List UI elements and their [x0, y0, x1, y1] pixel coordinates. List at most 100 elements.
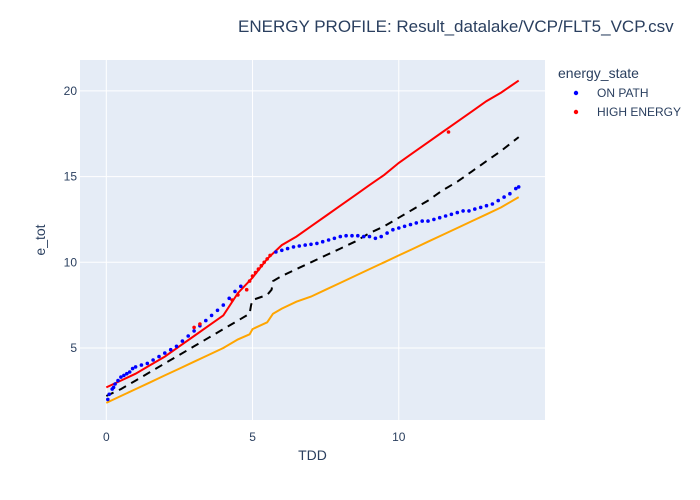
- point-on-path: [125, 371, 129, 376]
- point-on-path: [130, 366, 135, 371]
- legend-title: energy_state: [558, 65, 639, 81]
- point-on-path: [139, 363, 144, 367]
- point-on-path: [122, 373, 126, 378]
- point-on-path: [326, 238, 331, 242]
- point-on-path: [151, 358, 155, 362]
- point-on-path: [227, 296, 231, 301]
- y-tick-label: 20: [64, 84, 78, 98]
- point-high-energy: [230, 298, 234, 302]
- point-on-path: [315, 241, 319, 246]
- point-on-path: [379, 234, 384, 239]
- point-on-path: [443, 214, 448, 218]
- point-on-path: [204, 318, 208, 323]
- point-on-path: [473, 207, 477, 211]
- point-on-path: [111, 385, 116, 390]
- point-on-path: [157, 354, 161, 359]
- legend[interactable]: energy_state ON PATH HIGH ENERGY: [558, 65, 681, 119]
- point-on-path: [233, 289, 237, 294]
- point-on-path: [414, 221, 419, 225]
- point-on-path: [356, 233, 360, 238]
- point-on-path: [361, 234, 366, 239]
- point-on-path: [502, 195, 506, 199]
- grid: [80, 60, 545, 420]
- point-high-energy: [446, 130, 451, 134]
- point-on-path: [320, 239, 325, 244]
- point-high-energy: [262, 260, 267, 265]
- point-on-path: [168, 347, 173, 352]
- point-on-path: [106, 397, 110, 402]
- point-on-path: [221, 303, 226, 307]
- x-tick-label: 10: [392, 430, 406, 444]
- point-on-path: [367, 234, 372, 239]
- point-on-path: [490, 202, 495, 206]
- y-tick-label: 15: [64, 170, 78, 184]
- x-axis-title: TDD: [298, 447, 327, 463]
- legend-item-high-energy[interactable]: HIGH ENERGY: [573, 105, 681, 119]
- point-on-path: [373, 236, 378, 241]
- legend-marker-high-energy: [573, 109, 579, 115]
- point-on-path: [285, 246, 290, 251]
- point-on-path: [113, 382, 117, 386]
- point-on-path: [408, 222, 413, 227]
- point-on-path: [516, 185, 521, 189]
- point-on-path: [163, 351, 167, 355]
- point-on-path: [478, 205, 483, 210]
- point-on-path: [174, 344, 179, 349]
- point-on-path: [496, 198, 501, 203]
- point-on-path: [192, 329, 196, 333]
- point-on-path: [116, 378, 120, 383]
- series-line-1: [105, 196, 520, 404]
- point-on-path: [385, 231, 389, 235]
- point-on-path: [484, 203, 489, 208]
- series-line-0: [105, 79, 520, 389]
- point-on-path: [391, 227, 395, 232]
- point-on-path: [402, 224, 407, 229]
- point-high-energy: [265, 257, 270, 261]
- point-high-energy: [268, 253, 272, 258]
- point-high-energy: [247, 279, 252, 283]
- point-on-path: [338, 234, 343, 239]
- y-tick-label: 10: [64, 255, 78, 269]
- point-high-energy: [250, 274, 255, 278]
- point-on-path: [432, 217, 436, 222]
- point-on-path: [145, 361, 150, 366]
- x-tick-label: 5: [249, 430, 256, 444]
- point-on-path: [426, 219, 430, 223]
- y-axis-title: e_tot: [32, 224, 48, 255]
- legend-marker-on-path: [573, 90, 579, 96]
- point-on-path: [180, 339, 185, 343]
- point-on-path: [461, 209, 465, 213]
- legend-label-high-energy: HIGH ENERGY: [597, 105, 681, 119]
- point-on-path: [467, 209, 471, 213]
- point-on-path: [186, 334, 190, 338]
- point-on-path: [133, 365, 138, 369]
- point-on-path: [508, 191, 512, 196]
- series-line-2: [105, 136, 520, 397]
- point-on-path: [127, 370, 132, 374]
- y-axis-ticks: 5 10 15 20: [64, 84, 78, 355]
- point-on-path: [449, 212, 454, 217]
- point-on-path: [274, 250, 278, 254]
- legend-label-on-path: ON PATH: [597, 86, 649, 100]
- point-on-path: [332, 236, 337, 241]
- point-on-path: [291, 245, 296, 249]
- point-high-energy: [256, 267, 261, 271]
- point-on-path: [397, 226, 401, 230]
- point-on-path: [514, 186, 518, 191]
- x-tick-label: 0: [103, 430, 110, 444]
- legend-item-on-path[interactable]: ON PATH: [573, 86, 649, 100]
- point-on-path: [280, 248, 284, 253]
- point-high-energy: [192, 325, 196, 330]
- point-on-path: [297, 244, 302, 248]
- point-on-path: [420, 219, 425, 223]
- point-on-path: [303, 243, 308, 247]
- point-on-path: [309, 242, 313, 247]
- point-high-energy: [253, 270, 258, 275]
- point-on-path: [239, 284, 243, 289]
- chart-title: ENERGY PROFILE: Result_datalake/VCP/FLT5…: [238, 17, 674, 36]
- point-on-path: [437, 215, 442, 220]
- point-high-energy: [259, 263, 264, 268]
- point-on-path: [209, 313, 214, 318]
- point-high-energy: [244, 287, 249, 292]
